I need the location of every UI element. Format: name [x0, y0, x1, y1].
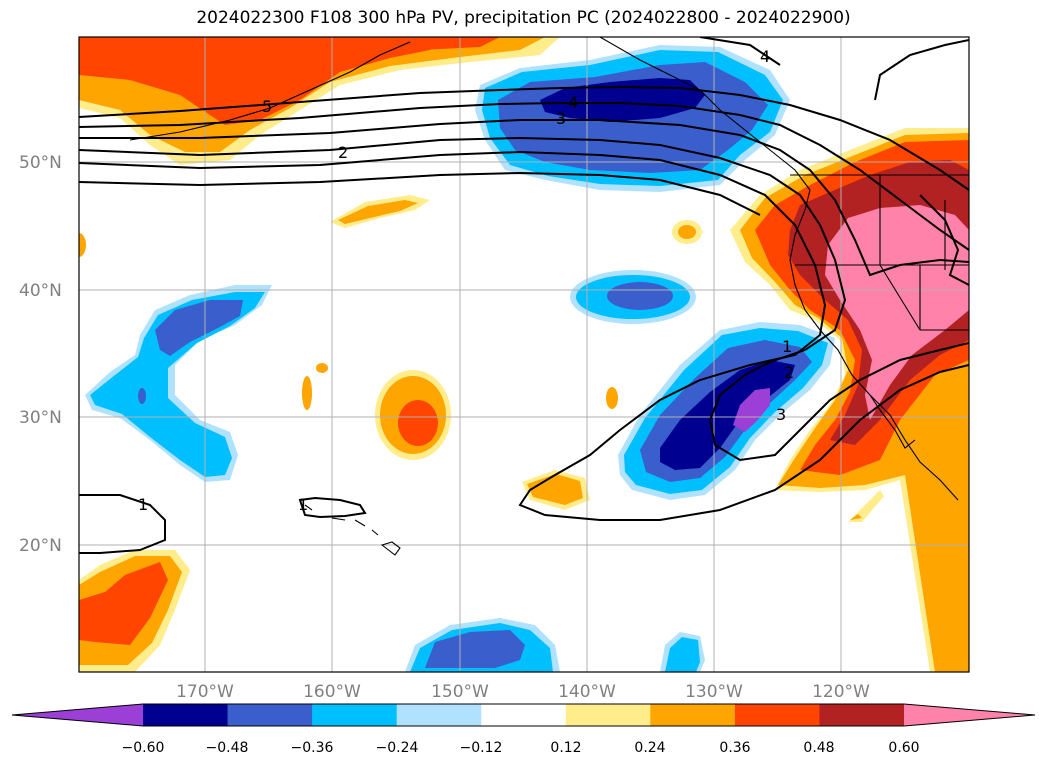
- precip-positive-tiny: [316, 363, 328, 373]
- colorbar-tick-label: 0.12: [550, 740, 581, 756]
- contour-label: 2: [784, 363, 794, 382]
- precip-positive-tiny2: [606, 387, 618, 409]
- precip-positive-southwest: [79, 550, 190, 672]
- lon-label: 150°W: [431, 682, 489, 702]
- lat-label: 30°N: [19, 408, 62, 428]
- colorbar-tick-label: −0.24: [376, 740, 419, 756]
- pv-contours: [79, 37, 969, 554]
- colorbar-tick-label: −0.12: [460, 740, 503, 756]
- precip-negative-trough: [618, 322, 835, 500]
- lon-label: 140°W: [558, 682, 616, 702]
- lat-label: 40°N: [19, 281, 62, 301]
- precip-negative-west: [85, 285, 272, 482]
- precip-positive-central: [375, 370, 451, 460]
- contour-label: 1: [138, 495, 148, 514]
- precip-positive-edge: [79, 233, 86, 257]
- precip-negative-midpacific: [570, 270, 696, 324]
- colorbar-segment: [819, 704, 905, 726]
- colorbar-tick-label: −0.36: [291, 740, 334, 756]
- lat-label: 50°N: [19, 153, 62, 173]
- precip-positive-baja: [848, 490, 884, 522]
- precip-positive-baja-inner: [850, 514, 862, 520]
- contour-label: 3: [776, 405, 786, 424]
- precip-negative-south: [405, 618, 560, 672]
- colorbar-tick-label: −0.48: [206, 740, 249, 756]
- colorbar-tick-label: 0.48: [803, 740, 834, 756]
- contour-label: 1: [782, 337, 792, 356]
- colorbar-tick-label: 0.36: [719, 740, 750, 756]
- latitude-labels: 50°N 40°N 30°N 20°N: [19, 153, 62, 556]
- precip-positive-sliver: [302, 376, 312, 410]
- colorbar-tick-label: 0.24: [634, 740, 665, 756]
- lon-label: 120°W: [812, 682, 870, 702]
- precip-positive-south: [522, 470, 590, 510]
- precip-positive-small-inner: [338, 200, 418, 224]
- colorbar-tick-label: −0.60: [122, 740, 165, 756]
- colorbar-labels: −0.60 −0.48 −0.36 −0.24 −0.12 0.12 0.24 …: [122, 740, 920, 756]
- contour-label: 4: [568, 93, 578, 112]
- colorbar-segment: [650, 704, 736, 726]
- lat-label: 20°N: [19, 536, 62, 556]
- colorbar-segment: [734, 704, 820, 726]
- contour-label: 2: [338, 143, 348, 162]
- contour-label: 3: [556, 109, 566, 128]
- coastlines: [129, 37, 969, 556]
- colorbar-segment: [312, 704, 398, 726]
- lon-label: 130°W: [685, 682, 743, 702]
- colorbar-extend-max: [904, 704, 1035, 726]
- contour-label: 4: [760, 47, 770, 66]
- lon-label: 160°W: [303, 682, 361, 702]
- contour-label: 1: [298, 495, 308, 514]
- colorbar-tick-label: 0.60: [888, 740, 919, 756]
- colorbar-segment: [481, 704, 567, 726]
- colorbar-segment: [143, 704, 229, 726]
- colorbar-segment: [565, 704, 651, 726]
- contour-label: 5: [262, 97, 272, 116]
- precip-positive-dot-inner: [678, 225, 696, 239]
- precip-negative-south2-inner: [665, 637, 700, 672]
- longitude-labels: 170°W 160°W 150°W 140°W 130°W 120°W: [176, 682, 870, 702]
- map-title: 2024022300 F108 300 hPa PV, precipitatio…: [196, 8, 851, 28]
- colorbar-outline: [11, 703, 1036, 727]
- contour-labels: 5 4 4 3 2 2 1 1 1 3: [138, 47, 794, 514]
- colorbar-segment: [396, 704, 482, 726]
- map-border: [78, 36, 970, 673]
- colorbar: [11, 703, 1036, 727]
- map-fields: [79, 37, 969, 672]
- colorbar-extend-min: [12, 704, 143, 726]
- lon-label: 170°W: [176, 682, 234, 702]
- colorbar-segment: [227, 704, 313, 726]
